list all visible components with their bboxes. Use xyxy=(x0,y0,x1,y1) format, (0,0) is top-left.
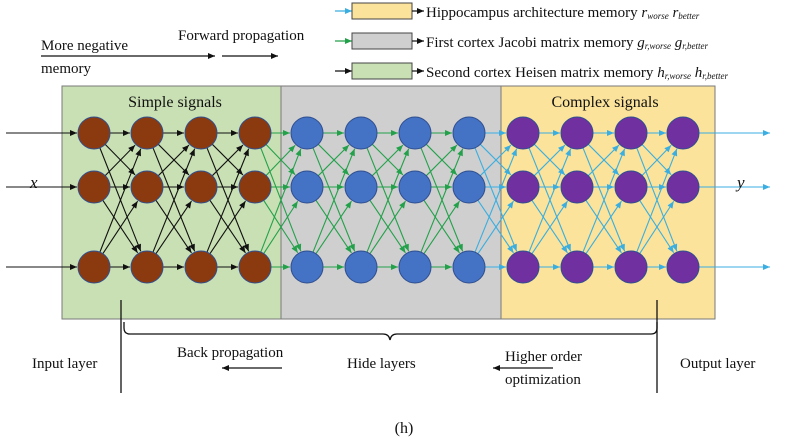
legend-item-heisen: Second cortex Heisen matrix memory hr,wo… xyxy=(335,62,728,81)
connection-edge xyxy=(528,148,572,253)
connection-edge xyxy=(104,144,136,176)
connection-edge xyxy=(369,200,406,255)
complex-signals-label: Complex signals xyxy=(551,94,658,111)
connection-edge xyxy=(585,200,622,255)
connection-edge xyxy=(260,148,302,253)
neuron xyxy=(614,116,648,150)
connection-edge xyxy=(206,148,250,253)
connection-edge xyxy=(155,200,192,255)
neuron xyxy=(290,116,324,150)
legend-swatch xyxy=(351,2,413,20)
neuron xyxy=(77,116,111,150)
connection-edge xyxy=(420,148,464,253)
input-layer-label: Input layer xyxy=(32,356,97,372)
forward-propagation-label: Forward propagation xyxy=(178,28,305,44)
connection-edge xyxy=(582,148,626,253)
legend-label: Hippocampus architecture memory rworse r… xyxy=(426,5,700,21)
neuron xyxy=(398,116,432,150)
output-layer-label: Output layer xyxy=(680,356,755,372)
network-connections xyxy=(6,130,770,270)
neuron xyxy=(560,250,594,284)
hide-layers-brace xyxy=(123,322,658,341)
neuron xyxy=(130,250,164,284)
neuron xyxy=(344,170,378,204)
neuron xyxy=(666,116,700,150)
connection-edge xyxy=(423,200,460,255)
legend-swatch xyxy=(351,62,413,80)
neuron xyxy=(290,250,324,284)
neuron xyxy=(452,116,486,150)
output-y-label: y xyxy=(735,173,745,192)
neuron xyxy=(452,250,486,284)
neuron xyxy=(344,116,378,150)
neuron xyxy=(506,116,540,150)
higher-order-label: Higher order xyxy=(505,349,582,365)
network-neurons xyxy=(77,116,700,284)
connection-edge xyxy=(317,144,350,177)
connection-edge xyxy=(477,200,514,255)
connection-edge xyxy=(479,144,512,177)
neuron xyxy=(238,250,272,284)
connection-edge xyxy=(99,148,142,253)
neuron xyxy=(506,250,540,284)
neuron xyxy=(238,170,272,204)
memory-label: memory xyxy=(41,61,91,77)
connection-edge xyxy=(531,200,568,255)
optimization-label: optimization xyxy=(505,372,581,388)
connection-edge xyxy=(639,200,675,254)
connection-edge xyxy=(587,144,620,177)
neuron xyxy=(560,170,594,204)
legend-label: First cortex Jacobi matrix memory gr,wor… xyxy=(426,35,708,51)
neuron xyxy=(130,116,164,150)
connection-edge xyxy=(366,148,410,253)
neuron xyxy=(560,116,594,150)
connection-edge xyxy=(636,148,678,253)
neuron xyxy=(452,170,486,204)
neuron xyxy=(666,250,700,284)
connection-edge xyxy=(263,200,299,254)
legend-item-hippocampus: Hippocampus architecture memory rworse r… xyxy=(335,2,700,21)
connection-edge xyxy=(371,144,404,177)
connection-edge xyxy=(474,148,518,253)
connection-edge xyxy=(315,200,352,255)
connection-edge xyxy=(211,144,244,177)
connection-edge xyxy=(641,144,672,176)
neuron xyxy=(77,250,111,284)
neuron xyxy=(238,116,272,150)
simple-signals-label: Simple signals xyxy=(128,94,222,111)
legend: Hippocampus architecture memory rworse r… xyxy=(335,2,728,81)
connection-edge xyxy=(533,144,566,177)
more-negative-label: More negative xyxy=(41,38,128,54)
neuron xyxy=(666,170,700,204)
legend-swatch xyxy=(351,32,413,50)
neuron xyxy=(184,170,218,204)
neuron xyxy=(614,170,648,204)
legend-item-jacobi: First cortex Jacobi matrix memory gr,wor… xyxy=(335,32,708,51)
neuron xyxy=(398,170,432,204)
neuron xyxy=(184,116,218,150)
neuron xyxy=(77,170,111,204)
connection-edge xyxy=(265,144,296,176)
figure-caption: (h) xyxy=(395,420,414,437)
connection-edge xyxy=(152,148,196,253)
neuron xyxy=(290,170,324,204)
back-propagation-label: Back propagation xyxy=(177,345,284,361)
neuron xyxy=(398,250,432,284)
connection-edge xyxy=(425,144,458,177)
neuron xyxy=(184,250,218,284)
neuron xyxy=(506,170,540,204)
input-x-label: x xyxy=(29,173,38,192)
hide-layers-label: Hide layers xyxy=(347,356,416,372)
neuron xyxy=(130,170,164,204)
legend-label: Second cortex Heisen matrix memory hr,wo… xyxy=(426,65,728,81)
connection-edge xyxy=(312,148,356,253)
neuron xyxy=(344,250,378,284)
connection-edge xyxy=(209,200,246,255)
connection-edge xyxy=(102,200,139,254)
connection-edge xyxy=(157,144,190,177)
neuron xyxy=(614,250,648,284)
